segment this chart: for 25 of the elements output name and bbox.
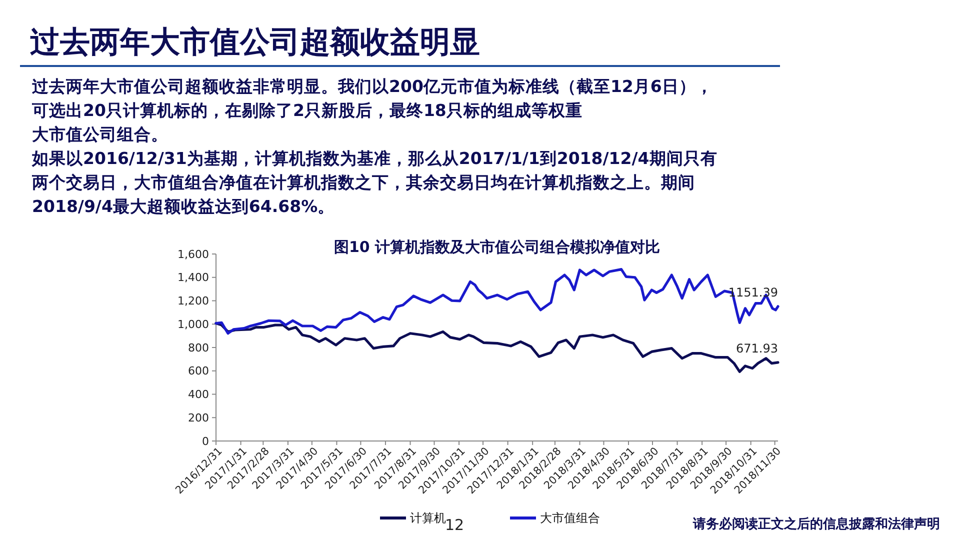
y-tick-label: 1,400 <box>178 271 209 284</box>
annotation: 671.93 <box>736 341 778 356</box>
y-tick-label: 600 <box>188 364 209 378</box>
legend-label: 计算机 <box>410 511 446 526</box>
y-tick-label: 800 <box>188 341 209 354</box>
text: 可选出20只计算机标的，在剔除了2只新股后，最终18只标的组成等权重 <box>31 101 582 120</box>
chart-subtitle: 图10 计算机指数及大市值公司组合模拟净值对比 <box>334 238 660 256</box>
annotation: 1151.39 <box>728 285 778 300</box>
text: 两个交易日，大市值组合净值在计算机指数之下，其余交易日均在计算机指数之上。期间 <box>31 173 695 192</box>
y-tick-label: 1,600 <box>178 248 209 261</box>
line-series <box>214 268 780 335</box>
y-tick-label: 1,200 <box>178 294 209 308</box>
text: 请务必阅读正文之后的信息披露和法律声明 <box>692 516 940 532</box>
legend-label: 大市值组合 <box>540 511 600 526</box>
line-series <box>214 322 780 373</box>
y-tick-label: 0 <box>202 434 209 448</box>
text: 如果以2016/12/31为基期，计算机指数为基准，那么从2017/1/1到2018/12/4期间只有 <box>31 149 718 168</box>
text: 2018/9/4最大超额收益达到64.68%。 <box>32 197 335 216</box>
y-tick-label: 1,000 <box>178 318 209 331</box>
text: 过去两年大市值公司超额收益非常明显。我们以200亿元市值为标准线（截至12月6日）， <box>31 77 713 96</box>
text: 12 <box>445 516 464 534</box>
y-tick-label: 200 <box>188 411 209 424</box>
chart-title: 过去两年大市值公司超额收益明显 <box>30 25 480 60</box>
text: 大市值公司组合。 <box>32 125 168 144</box>
y-tick-label: 400 <box>188 388 209 402</box>
